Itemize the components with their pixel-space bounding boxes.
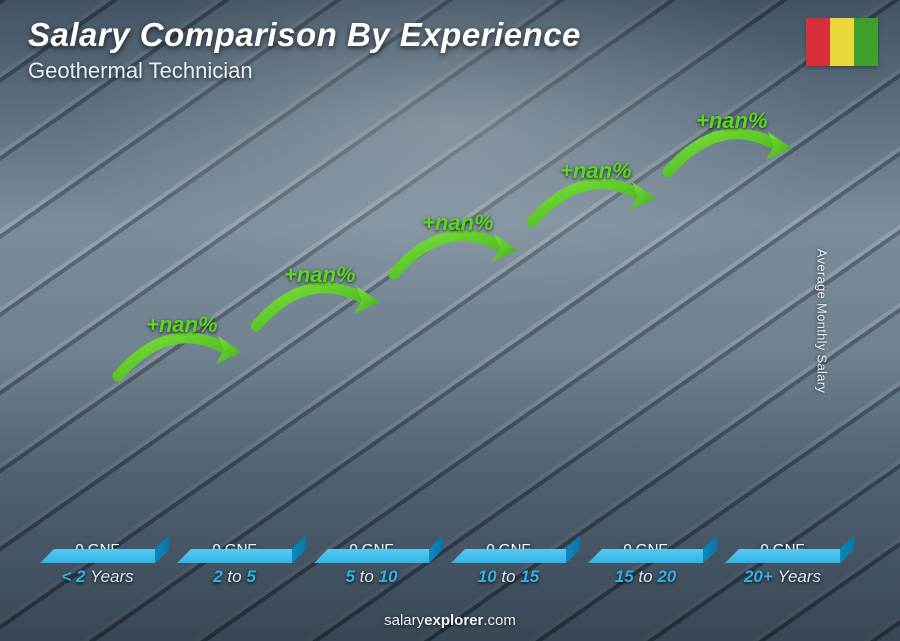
flag-stripe-1	[806, 18, 830, 66]
flag-stripe-3	[854, 18, 878, 66]
x-label-4: 15 to 20	[588, 567, 703, 593]
x-label-1: 2 to 5	[177, 567, 292, 593]
brand-prefix: salary	[384, 612, 424, 629]
brand-bold: explorer	[424, 612, 483, 629]
salary-chart: 0 GNF 0 GNF 0 GNF 0 GNF 0 GNF 0 GNF < 2 Years…	[30, 120, 850, 593]
flag-icon	[806, 18, 878, 66]
x-label-3: 10 to 15	[451, 567, 566, 593]
bar-wrap-5: 0 GNF	[725, 541, 840, 563]
page-subtitle: Geothermal Technician	[28, 58, 872, 84]
footer-brand: salaryexplorer.com	[0, 612, 900, 629]
brand-suffix: .com	[483, 612, 516, 629]
header: Salary Comparison By Experience Geotherm…	[28, 16, 872, 84]
x-labels: < 2 Years 2 to 5 5 to 10 10 to 15 15 to 20 20…	[30, 567, 850, 593]
flag-stripe-2	[830, 18, 854, 66]
bar-wrap-0: 0 GNF	[40, 541, 155, 563]
x-label-2: 5 to 10	[314, 567, 429, 593]
bar-wrap-4: 0 GNF	[588, 541, 703, 563]
bar-wrap-2: 0 GNF	[314, 541, 429, 563]
page-title: Salary Comparison By Experience	[28, 16, 872, 54]
bars-container: 0 GNF 0 GNF 0 GNF 0 GNF 0 GNF 0 GNF	[30, 120, 850, 563]
x-label-0: < 2 Years	[40, 567, 155, 593]
x-label-5: 20+ Years	[725, 567, 840, 593]
bar-wrap-3: 0 GNF	[451, 541, 566, 563]
bar-wrap-1: 0 GNF	[177, 541, 292, 563]
